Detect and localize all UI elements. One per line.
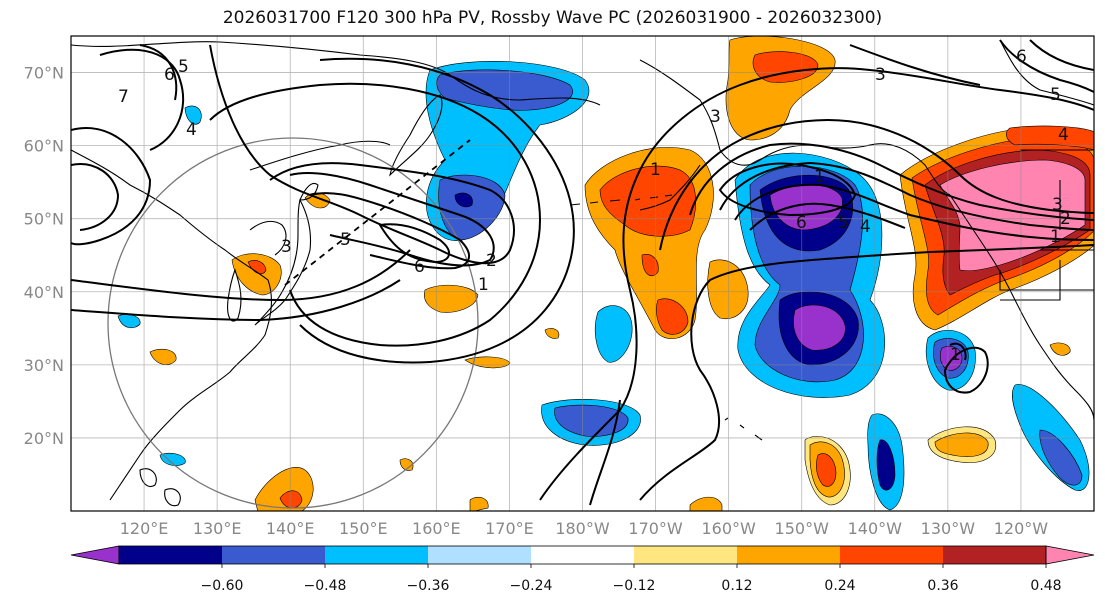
colorbar-tick-label: −0.48	[304, 578, 347, 594]
negative-anomaly	[184, 105, 202, 125]
lon-label: 170°W	[628, 519, 683, 538]
contour-label: 2	[1060, 209, 1071, 229]
colorbar-segment	[840, 546, 943, 564]
colorbar-tick-label: −0.12	[613, 578, 656, 594]
colorbar-segment	[119, 546, 222, 564]
contour-label: 5	[340, 230, 351, 250]
colorbar: −0.60 −0.48 −0.36 −0.24 −0.12 0.12 0.24 0.36 0.4…	[70, 545, 1095, 594]
contour-label: 4	[186, 120, 197, 140]
negative-anomaly	[454, 192, 473, 208]
contour-label: 3	[281, 237, 292, 257]
contour-label: 7	[118, 87, 129, 107]
map-frame	[70, 35, 1095, 512]
lat-label: 40°N	[24, 283, 64, 302]
negative-anomaly	[438, 174, 506, 241]
latitude-labels: 70°N 60°N 50°N 40°N 30°N 20°N	[24, 64, 64, 448]
contour-label: 6	[414, 257, 425, 277]
lat-label: 30°N	[24, 356, 64, 375]
contour-label: 4	[860, 217, 871, 237]
contour-label: 1	[1050, 227, 1061, 247]
positive-anomaly	[641, 254, 659, 276]
colorbar-tick-label: −0.36	[407, 578, 450, 594]
lon-label: 120°E	[120, 519, 169, 538]
colorbar-segment	[428, 546, 531, 564]
lat-label: 70°N	[24, 64, 64, 83]
negative-anomaly	[1039, 429, 1083, 486]
gridlines	[71, 36, 1094, 511]
contour-label: 4	[1058, 125, 1069, 145]
negative-anomaly	[595, 305, 633, 363]
colorbar-frame	[118, 545, 1047, 565]
colorbar-tick-label: −0.24	[510, 578, 553, 594]
contour-label: 5	[178, 57, 189, 77]
positive-anomaly	[279, 490, 303, 509]
contour-label: 1	[814, 167, 825, 187]
colorbar-tick-label: 0.48	[1030, 578, 1061, 594]
positive-anomaly	[1006, 125, 1094, 151]
positive-anomaly	[1049, 342, 1071, 356]
negative-anomaly	[554, 404, 629, 437]
lon-label: 130°W	[921, 519, 976, 538]
lat-label: 20°N	[24, 429, 64, 448]
pv-contours	[71, 39, 1094, 506]
contour-label: 3	[1052, 195, 1063, 215]
positive-anomaly	[656, 298, 689, 335]
lon-label: 130°E	[193, 519, 242, 538]
colorbar-tick-label: 0.12	[721, 578, 752, 594]
colorbar-tick-label: −0.60	[201, 578, 244, 594]
positive-anomaly	[544, 328, 560, 339]
lon-label: 160°E	[412, 519, 461, 538]
lon-label: 150°E	[339, 519, 388, 538]
colorbar-segment	[737, 546, 840, 564]
contour-label: 5	[1050, 85, 1061, 105]
longitude-labels: 120°E 130°E 140°E 150°E 160°E 170°E 180°W 170°W…	[120, 519, 1049, 538]
positive-anomaly	[399, 458, 414, 471]
colorbar-tick-label: 0.36	[927, 578, 958, 594]
colorbar-tick-label: 0.24	[824, 578, 855, 594]
contour-label: 3	[710, 107, 721, 127]
contour-label: 1	[950, 345, 961, 365]
map-panel: 7 6 5 4 3 5 6 1 2 1 4 3 1 4 5 6 3 2 1 3 …	[71, 36, 1094, 511]
positive-anomaly	[469, 496, 489, 511]
contour-labels: 7 6 5 4 3 5 6 1 2 1 4 3 1 4 5 6 3 2 1 3 …	[118, 47, 1071, 365]
colorbar-segment	[634, 546, 737, 564]
negative-anomaly	[939, 345, 963, 371]
colorbar-segment	[325, 546, 428, 564]
contour-label: 1	[650, 160, 661, 180]
colorbar-segment	[222, 546, 325, 564]
lon-label: 160°W	[701, 519, 756, 538]
contour-label: 6	[1016, 47, 1027, 67]
lat-label: 50°N	[24, 210, 64, 229]
lon-label: 170°E	[485, 519, 534, 538]
positive-anomaly	[816, 453, 837, 487]
positive-anomaly	[149, 348, 177, 365]
lon-label: 140°W	[848, 519, 903, 538]
positive-anomaly	[707, 259, 749, 320]
negative-anomaly	[436, 69, 573, 111]
lat-label: 60°N	[24, 137, 64, 156]
lon-label: 150°W	[775, 519, 830, 538]
lon-label: 180°W	[555, 519, 610, 538]
lon-label: 120°W	[994, 519, 1049, 538]
colorbar-segment	[943, 546, 1046, 564]
contour-label: 5	[838, 213, 849, 233]
contour-label: 6	[164, 65, 175, 85]
analysis-circle	[107, 137, 479, 509]
negative-anomaly	[793, 304, 846, 351]
colorbar-extend-low	[70, 545, 120, 565]
colorbar-segment	[531, 546, 634, 564]
colorbar-extend-high	[1045, 545, 1095, 565]
map-title: 2026031700 F120 300 hPa PV, Rossby Wave …	[222, 8, 883, 28]
coastlines	[71, 39, 1094, 507]
contour-label: 2	[486, 251, 497, 271]
lon-label: 140°E	[266, 519, 315, 538]
contour-label: 1	[478, 275, 489, 295]
negative-anomaly	[876, 439, 896, 491]
contour-label: 6	[796, 213, 807, 233]
contour-label: 3	[875, 65, 886, 85]
negative-anomaly	[159, 452, 186, 466]
